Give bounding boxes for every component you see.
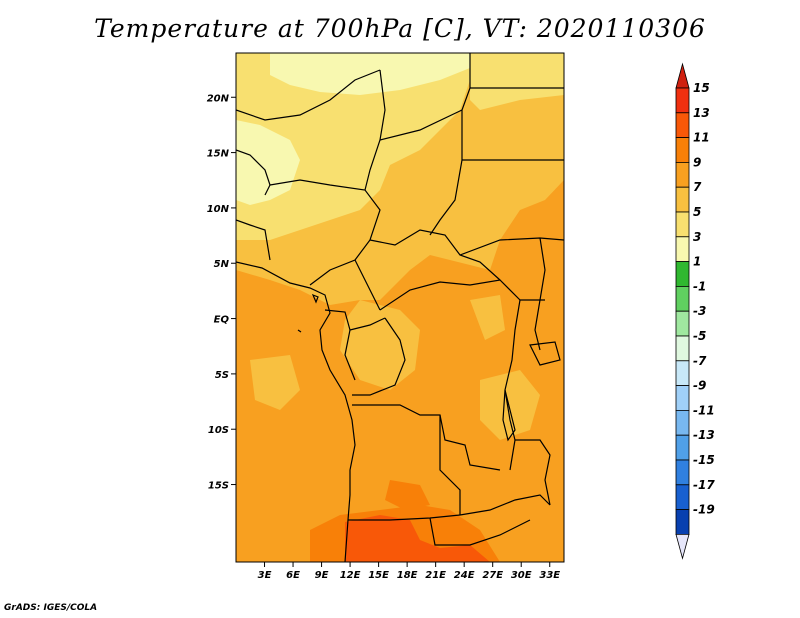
colorbar-label: 5 — [693, 205, 701, 219]
colorbar-segment — [675, 211, 690, 238]
colorbar-segment — [675, 509, 690, 535]
colorbar-top-arrow — [675, 62, 690, 89]
colorbar-label: -11 — [693, 403, 715, 417]
lat-tick-label: 15N — [207, 149, 230, 160]
lat-tick-label: 5N — [214, 259, 230, 270]
country-borders — [236, 53, 564, 562]
lon-tick-label: 18E — [397, 570, 418, 581]
credit-text: GrADS: IGES/COLA — [4, 603, 98, 613]
colorbar-segment — [675, 360, 690, 386]
lon-tick-label: 27E — [482, 570, 503, 581]
colorbar-bottom-arrow — [675, 534, 690, 560]
colorbar-label: -19 — [693, 503, 715, 517]
lon-tick-label: 15E — [368, 570, 389, 581]
colorbar-label: -15 — [693, 453, 715, 467]
lon-tick-label: 24E — [454, 570, 475, 581]
lon-tick-label: 21E — [425, 570, 446, 581]
lat-tick-label: 5S — [215, 370, 229, 381]
colorbar-label: -7 — [693, 354, 707, 368]
colorbar-segment — [675, 236, 690, 263]
colorbar-segment — [675, 385, 690, 411]
lon-tick-label: 9E — [315, 570, 329, 581]
colorbar-label: -17 — [693, 478, 715, 492]
colorbar-segment — [675, 310, 690, 337]
colorbar-label: 11 — [693, 131, 710, 145]
lat-tick-label: 10N — [207, 204, 230, 215]
lat-tick-label: 10S — [208, 425, 229, 436]
temperature-field — [236, 53, 564, 562]
colorbar-segment — [675, 434, 690, 461]
colorbar-label: 3 — [693, 230, 701, 244]
colorbar-segment — [675, 112, 690, 139]
chart-title: Temperature at 700hPa [C], VT: 202011030… — [94, 14, 706, 43]
colorbar-segment — [675, 137, 690, 163]
colorbar-segment — [675, 335, 690, 362]
colorbar-label: -3 — [693, 304, 706, 318]
colorbar-segment — [675, 484, 690, 510]
colorbar-segment — [675, 87, 690, 114]
colorbar-label: -5 — [693, 329, 706, 343]
colorbar-label: -13 — [693, 428, 715, 442]
lon-tick-label: 33E — [539, 570, 560, 581]
colorbar-segment — [675, 285, 690, 312]
lat-tick-label: EQ — [214, 315, 230, 326]
lon-tick-label: 3E — [258, 570, 272, 581]
map-frame — [235, 52, 565, 563]
colorbar-label: -1 — [693, 279, 706, 293]
lon-tick-label: 30E — [511, 570, 532, 581]
colorbar: 15 13 11 9 7 5 3 1 -1 -3 -5 -7 -9 -11 -13 -15 -17 -19 — [675, 62, 715, 560]
lat-tick-label: 15S — [208, 481, 229, 492]
colorbar-label: 15 — [693, 81, 710, 95]
latitude-axis: 20N 15N 10N 5N EQ 5S 10S 15S — [207, 93, 236, 492]
colorbar-label: 9 — [693, 155, 701, 169]
colorbar-segment — [675, 459, 690, 486]
lon-tick-label: 12E — [340, 570, 361, 581]
colorbar-label: 1 — [693, 255, 701, 269]
lon-tick-label: 6E — [286, 570, 300, 581]
lat-tick-label: 20N — [207, 93, 230, 104]
colorbar-segment — [675, 261, 690, 287]
colorbar-label: 7 — [693, 180, 702, 194]
longitude-axis: 3E 6E 9E 12E 15E 18E 21E 24E 27E 30E 33E — [258, 562, 560, 581]
colorbar-segment — [675, 409, 690, 436]
colorbar-label: 13 — [693, 106, 710, 120]
colorbar-segment — [675, 186, 690, 213]
colorbar-segment — [675, 161, 690, 188]
colorbar-label: -9 — [693, 379, 706, 393]
